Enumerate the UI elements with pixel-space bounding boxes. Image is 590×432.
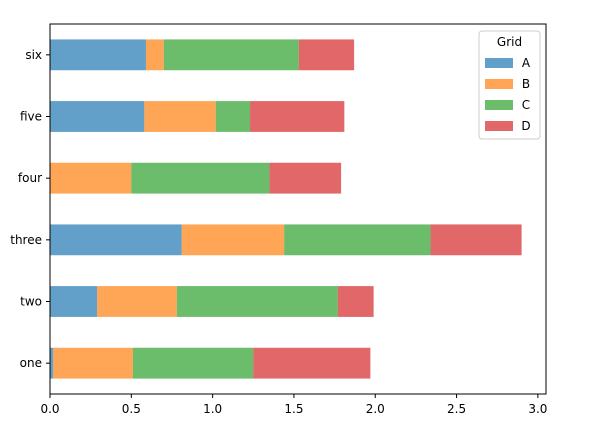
x-tick-label: 2.5 [447,402,466,416]
bar-one-D [253,347,371,379]
bar-one-B [53,347,133,379]
y-tick-label-four: four [18,171,42,185]
x-tick-label: 0.5 [122,402,141,416]
legend-swatch-A [485,58,513,68]
bar-six-A [50,39,146,71]
legend-label-C: C [522,98,530,112]
legend-swatch-C [485,100,513,110]
bar-six-C [163,39,299,71]
y-tick-label-two: two [20,295,42,309]
bar-four-C [131,162,270,194]
bar-six-D [298,39,355,71]
y-tick-label-one: one [20,356,42,370]
legend-title: Grid [497,35,522,49]
x-tick-label: 0.0 [40,402,59,416]
bar-five-B [144,101,216,132]
x-axis: 0.0 0.5 1.0 1.5 2.0 2.5 3.0 [40,394,547,416]
legend-label-A: A [522,56,531,70]
y-tick-label-six: six [25,48,42,62]
x-tick-label: 1.5 [284,402,303,416]
bar-three-C [284,224,431,256]
bar-two-C [176,286,338,317]
legend-swatch-D [485,121,513,131]
bar-two-D [337,286,374,317]
x-tick-label: 3.0 [528,402,547,416]
legend-label-B: B [522,77,530,91]
bar-three-A [50,224,182,256]
legend-swatch-B [485,79,513,89]
bar-three-B [181,224,285,256]
bar-four-B [50,162,132,194]
bar-five-A [50,101,145,132]
y-tick-label-five: five [20,110,42,124]
bar-two-B [97,286,177,317]
legend-label-D: D [521,119,530,133]
y-tick-label-three: three [10,233,42,247]
bars-group [50,39,522,379]
bar-one-A [50,347,54,379]
bar-three-D [430,224,522,256]
bar-two-A [50,286,98,317]
bar-six-B [145,39,164,71]
plot-area-frame [49,23,547,395]
y-axis: one two three four five six [10,48,50,370]
bar-one-C [132,347,254,379]
x-tick-label: 1.0 [203,402,222,416]
bar-five-C [215,101,251,132]
bar-four-D [269,162,342,194]
x-tick-label: 2.0 [366,402,385,416]
bar-five-D [250,101,345,132]
